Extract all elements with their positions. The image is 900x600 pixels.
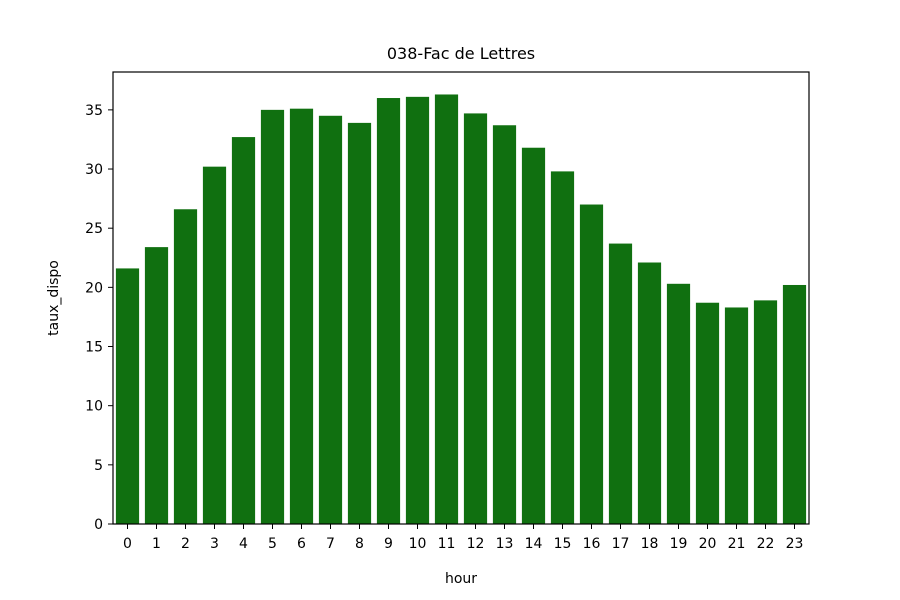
bar-hour-3 bbox=[202, 166, 227, 524]
bar-hour-22 bbox=[753, 300, 778, 524]
x-tick-label: 17 bbox=[612, 536, 630, 552]
x-tick-label: 1 bbox=[152, 536, 161, 552]
y-tick-label: 15 bbox=[85, 340, 103, 356]
bar-hour-20 bbox=[695, 302, 720, 524]
bar-hour-7 bbox=[318, 115, 343, 524]
y-tick-label: 25 bbox=[85, 221, 103, 237]
bar-hour-8 bbox=[347, 122, 372, 524]
x-tick-label: 15 bbox=[554, 536, 572, 552]
bar-hour-13 bbox=[492, 125, 517, 524]
x-tick-label: 11 bbox=[438, 536, 456, 552]
x-tick-label: 19 bbox=[670, 536, 688, 552]
bar-hour-23 bbox=[782, 284, 807, 524]
bar-hour-2 bbox=[173, 209, 198, 524]
bar-hour-14 bbox=[521, 147, 546, 525]
y-tick-label: 5 bbox=[94, 458, 103, 474]
bar-hour-5 bbox=[260, 109, 285, 525]
x-tick-label: 12 bbox=[467, 536, 485, 552]
y-tick-label: 20 bbox=[85, 280, 103, 296]
y-tick-label: 0 bbox=[94, 517, 103, 533]
x-tick-label: 20 bbox=[699, 536, 717, 552]
bar-hour-16 bbox=[579, 204, 604, 524]
plot-area-frame bbox=[112, 71, 810, 525]
bars-group bbox=[115, 94, 807, 525]
y-tick-label: 10 bbox=[85, 399, 103, 415]
bar-hour-0 bbox=[115, 268, 140, 524]
x-tick-label: 3 bbox=[210, 536, 219, 552]
x-tick-label: 18 bbox=[641, 536, 659, 552]
x-tick-label: 22 bbox=[757, 536, 775, 552]
x-tick-label: 8 bbox=[355, 536, 364, 552]
x-tick-label: 16 bbox=[583, 536, 601, 552]
y-tick-label: 35 bbox=[85, 103, 103, 119]
bar-hour-11 bbox=[434, 94, 459, 524]
x-tick-label: 4 bbox=[239, 536, 248, 552]
x-tick-label: 14 bbox=[525, 536, 543, 552]
bar-hour-18 bbox=[637, 262, 662, 524]
x-tick-label: 5 bbox=[268, 536, 277, 552]
bar-hour-9 bbox=[376, 98, 401, 524]
x-tick-label: 10 bbox=[409, 536, 427, 552]
x-tick-label: 0 bbox=[123, 536, 132, 552]
x-tick-label: 6 bbox=[297, 536, 306, 552]
bar-hour-19 bbox=[666, 283, 691, 524]
x-tick-label: 7 bbox=[326, 536, 335, 552]
bar-hour-15 bbox=[550, 171, 575, 524]
y-axis-label: taux_dispo bbox=[46, 260, 62, 336]
chart-title: 038-Fac de Lettres bbox=[387, 44, 535, 63]
x-tick-label: 2 bbox=[181, 536, 190, 552]
y-tick-label: 30 bbox=[85, 162, 103, 178]
x-tick-label: 9 bbox=[384, 536, 393, 552]
bar-hour-17 bbox=[608, 243, 633, 524]
x-tick-label: 23 bbox=[786, 536, 804, 552]
bar-hour-6 bbox=[289, 108, 314, 525]
x-axis-ticks: 0 1 2 3 4 5 6 7 8 9 10 11 12 13 14 15 16 17 18 19 20 21 22 23 bbox=[123, 524, 803, 552]
bar-hour-12 bbox=[463, 113, 488, 524]
bar-hour-1 bbox=[144, 247, 169, 524]
bar-hour-4 bbox=[231, 137, 256, 524]
x-tick-label: 21 bbox=[728, 536, 746, 552]
x-tick-label: 13 bbox=[496, 536, 514, 552]
y-axis-ticks: 0 5 10 15 20 25 30 35 bbox=[85, 103, 113, 533]
bar-hour-10 bbox=[405, 96, 430, 524]
bar-hour-21 bbox=[724, 307, 749, 524]
x-axis-label: hour bbox=[445, 571, 477, 587]
